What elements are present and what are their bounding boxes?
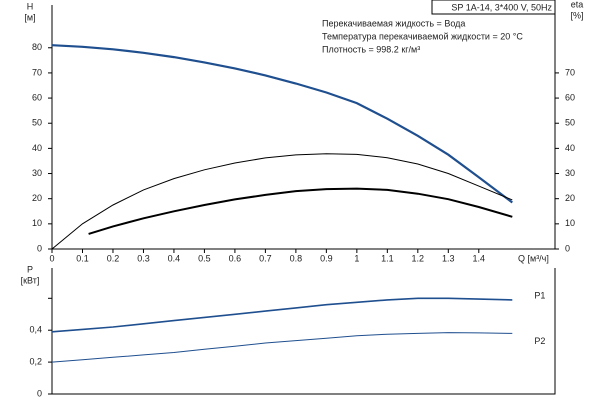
- x-tick-label: 0.4: [168, 253, 181, 263]
- curve: [51, 153, 513, 250]
- y2-tick-label: 40: [565, 143, 575, 153]
- series-label: P1: [534, 290, 545, 300]
- y2-tick-label: 20: [565, 193, 575, 203]
- y2-tick-label: 50: [565, 118, 575, 128]
- x-label: Q [м³/ч]: [518, 253, 549, 263]
- y2-label: eta: [571, 0, 584, 9]
- annotation: Температура перекачиваемой жидкости = 20…: [322, 31, 523, 41]
- curve: [51, 332, 513, 363]
- x-tick-label: 1.1: [381, 253, 394, 263]
- y2-tick-label: 30: [565, 168, 575, 178]
- y-tick-label: 20: [32, 193, 42, 203]
- annotation: Плотность = 998.2 кг/м³: [322, 44, 420, 54]
- y-tick-label: 0: [37, 243, 42, 253]
- annotation: Перекачиваемая жидкость = Вода: [322, 18, 465, 28]
- header: SP 1A-14, 3*400 V, 50Hz: [451, 2, 552, 12]
- axes: [51, 268, 556, 395]
- x-tick-label: 0.2: [107, 253, 120, 263]
- y-tick-label: 0,2: [29, 356, 42, 366]
- y-tick-label: 30: [32, 168, 42, 178]
- y-tick-label: 0,4: [29, 325, 42, 335]
- y2-tick-label: 60: [565, 92, 575, 102]
- y-label: H: [27, 1, 34, 11]
- series-label: P2: [534, 336, 545, 346]
- y-tick-label: 40: [32, 143, 42, 153]
- x-tick-label: 0.5: [198, 253, 211, 263]
- y2-tick-label: 0: [565, 243, 570, 253]
- axes: [51, 5, 556, 250]
- x-tick-label: 0.7: [259, 253, 272, 263]
- x-tick-label: 1.4: [473, 253, 486, 263]
- x-tick-label: 0.9: [320, 253, 333, 263]
- y-unit: [кВт]: [21, 275, 40, 285]
- x-tick-label: 0.8: [290, 253, 303, 263]
- y-tick-label: 80: [32, 42, 42, 52]
- x-tick-label: 0: [49, 253, 54, 263]
- y2-unit: [%]: [570, 10, 583, 20]
- x-tick-label: 1.3: [442, 253, 455, 263]
- x-tick-label: 0.3: [137, 253, 150, 263]
- x-tick-label: 1: [354, 253, 359, 263]
- y-label: P: [27, 264, 33, 274]
- y-tick-label: 50: [32, 118, 42, 128]
- y2-tick-label: 10: [565, 218, 575, 228]
- y2-tick-label: 70: [565, 67, 575, 77]
- curve: [51, 44, 513, 204]
- x-tick-label: 0.1: [76, 253, 89, 263]
- y-tick-label: 0: [37, 388, 42, 398]
- header-box: [431, 0, 556, 15]
- x-tick-label: 1.2: [412, 253, 425, 263]
- y-tick-label: 70: [32, 67, 42, 77]
- x-tick-label: 0.6: [229, 253, 242, 263]
- curve: [88, 187, 513, 235]
- y-tick-label: 60: [32, 92, 42, 102]
- curve: [51, 297, 513, 333]
- y-unit: [м]: [24, 12, 35, 22]
- y-tick-label: 10: [32, 218, 42, 228]
